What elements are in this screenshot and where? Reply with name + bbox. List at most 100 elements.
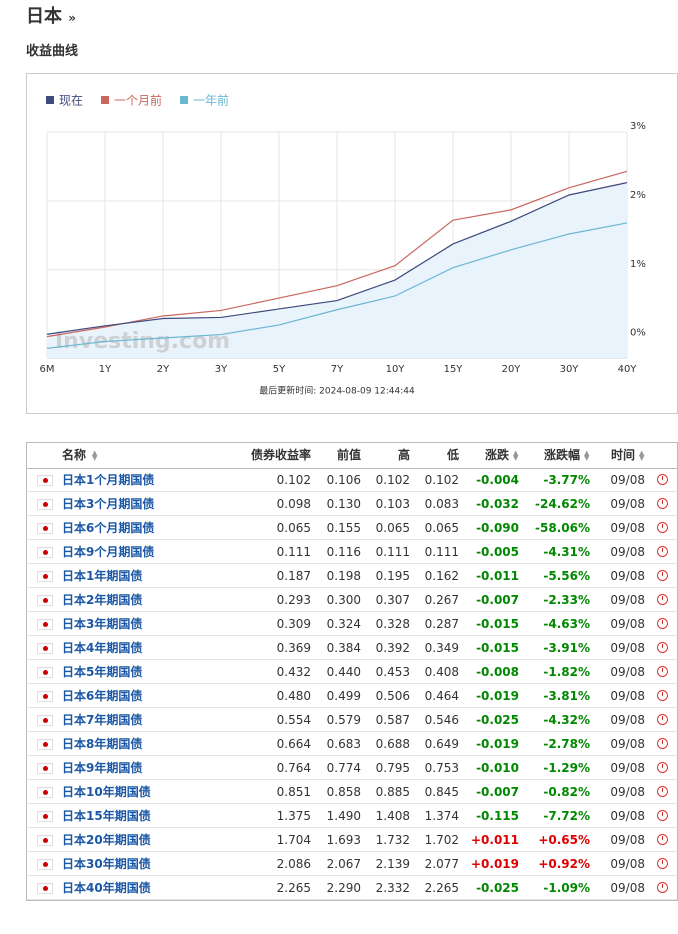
- clock-icon[interactable]: [657, 570, 668, 581]
- clock-icon[interactable]: [657, 474, 668, 485]
- cell-value: 0.098: [276, 497, 311, 511]
- clock-icon[interactable]: [657, 522, 668, 533]
- cell-value: -0.008: [476, 665, 519, 679]
- section-title: 收益曲线: [26, 44, 79, 59]
- bond-name[interactable]: 日本6年期国债: [62, 689, 143, 703]
- bond-name[interactable]: 日本9年期国债: [62, 761, 143, 775]
- cell-value: 0.499: [326, 689, 361, 703]
- y-tick-label: 3%: [630, 121, 646, 132]
- y-tick-label: 1%: [630, 259, 646, 270]
- clock-icon[interactable]: [657, 714, 668, 725]
- cell-value: -0.025: [476, 713, 519, 727]
- cell-value: 1.693: [326, 833, 361, 847]
- cell-value: 09/08: [610, 833, 645, 847]
- bond-name[interactable]: 日本9个月期国债: [62, 545, 155, 559]
- cell-value: +0.92%: [538, 857, 590, 871]
- row-line: [27, 491, 677, 492]
- chart: 0% 1% 2% 3% 6M 1Y 2Y 3Y 5Y 7Y 10Y 15Y 20Y 30Y 40Y Inves…: [40, 93, 646, 397]
- clock-icon[interactable]: [657, 762, 668, 773]
- column-header[interactable]: 涨跌: [484, 448, 509, 462]
- cell-value: 0.885: [375, 785, 410, 799]
- cell-value: 0.065: [424, 521, 459, 535]
- bond-name[interactable]: 日本30年期国债: [62, 857, 151, 871]
- cell-value: 0.267: [424, 593, 459, 607]
- bond-name[interactable]: 日本2年期国债: [62, 593, 143, 607]
- column-header[interactable]: 涨跌幅: [543, 448, 580, 462]
- cell-value: 0.851: [276, 785, 311, 799]
- clock-icon[interactable]: [657, 786, 668, 797]
- cell-value: 09/08: [610, 881, 645, 895]
- sort-icon: ▲ ▼: [513, 449, 519, 462]
- clock-icon[interactable]: [657, 882, 668, 893]
- clock-icon[interactable]: [657, 858, 668, 869]
- bond-name[interactable]: 日本10年期国债: [62, 785, 151, 799]
- cell-value: 09/08: [610, 593, 645, 607]
- y-tick-label: 2%: [630, 190, 646, 201]
- row-line: [27, 803, 677, 804]
- cell-value: 1.408: [375, 809, 410, 823]
- cell-value: 0.464: [424, 689, 459, 703]
- cell-value: 0.187: [276, 569, 311, 583]
- cell-value: 0.198: [326, 569, 361, 583]
- row-line: [27, 779, 677, 780]
- clock-icon[interactable]: [657, 666, 668, 677]
- bond-name[interactable]: 日本1年期国债: [62, 569, 143, 583]
- clock-icon[interactable]: [657, 690, 668, 701]
- clock-icon[interactable]: [657, 594, 668, 605]
- cell-value: -4.63%: [543, 617, 590, 631]
- clock-icon[interactable]: [657, 738, 668, 749]
- line: [46, 182, 628, 335]
- cell-value: 2.290: [326, 881, 361, 895]
- cell-value: -0.005: [476, 545, 519, 559]
- bond-name[interactable]: 日本3个月期国债: [62, 497, 155, 511]
- bond-name[interactable]: 日本7年期国债: [62, 713, 143, 727]
- row-line: [27, 587, 677, 588]
- clock-icon[interactable]: [657, 546, 668, 557]
- bond-name[interactable]: 日本15年期国债: [62, 809, 151, 823]
- bond-name[interactable]: 日本1个月期国债: [62, 473, 155, 487]
- x-tick-label: 10Y: [386, 364, 406, 375]
- bond-name[interactable]: 日本8年期国债: [62, 737, 143, 751]
- cell-value: 0.065: [375, 521, 410, 535]
- cell-value: 0.328: [375, 617, 410, 631]
- cell-value: 0.408: [424, 665, 459, 679]
- footnote: 最后更新时间: 2024-08-09 12:44:44: [259, 385, 415, 397]
- legend-label: 一年前: [193, 93, 229, 108]
- cell-value: 09/08: [610, 737, 645, 751]
- clock-icon[interactable]: [657, 498, 668, 509]
- clock-icon[interactable]: [657, 810, 668, 821]
- cell-value: 0.480: [276, 689, 311, 703]
- bond-name[interactable]: 日本3年期国债: [62, 617, 143, 631]
- cell-value: 0.300: [326, 593, 361, 607]
- clock-icon[interactable]: [657, 618, 668, 629]
- cell-value: 0.664: [276, 737, 311, 751]
- column-header[interactable]: 时间: [610, 448, 635, 462]
- cell-value: 0.309: [276, 617, 311, 631]
- flag: [37, 475, 53, 486]
- clock-icon[interactable]: [657, 642, 668, 653]
- bond-name[interactable]: 日本4年期国债: [62, 641, 143, 655]
- flag: [37, 691, 53, 702]
- column-header[interactable]: 名称: [62, 448, 87, 462]
- row-line: [27, 707, 677, 708]
- bond-name[interactable]: 日本6个月期国债: [62, 521, 155, 535]
- cell-value: 09/08: [610, 761, 645, 775]
- cell-value: 0.162: [424, 569, 459, 583]
- page-title[interactable]: 日本 »: [26, 6, 77, 27]
- cell-value: 0.195: [375, 569, 410, 583]
- cell-value: -1.29%: [543, 761, 590, 775]
- bond-name[interactable]: 日本40年期国债: [62, 881, 151, 895]
- cell-value: -2.33%: [543, 593, 590, 607]
- flag: [37, 619, 53, 630]
- flag: [37, 715, 53, 726]
- cell-value: 0.155: [326, 521, 361, 535]
- clock-icon[interactable]: [657, 834, 668, 845]
- title-text[interactable]: 日本: [26, 6, 62, 27]
- row-line: [27, 539, 677, 540]
- bond-name[interactable]: 日本20年期国债: [62, 833, 151, 847]
- cell-value: -3.81%: [543, 689, 590, 703]
- bond-name[interactable]: 日本5年期国债: [62, 665, 143, 679]
- cell-value: 0.324: [326, 617, 361, 631]
- cell-value: 0.102: [424, 473, 459, 487]
- line: [46, 222, 628, 349]
